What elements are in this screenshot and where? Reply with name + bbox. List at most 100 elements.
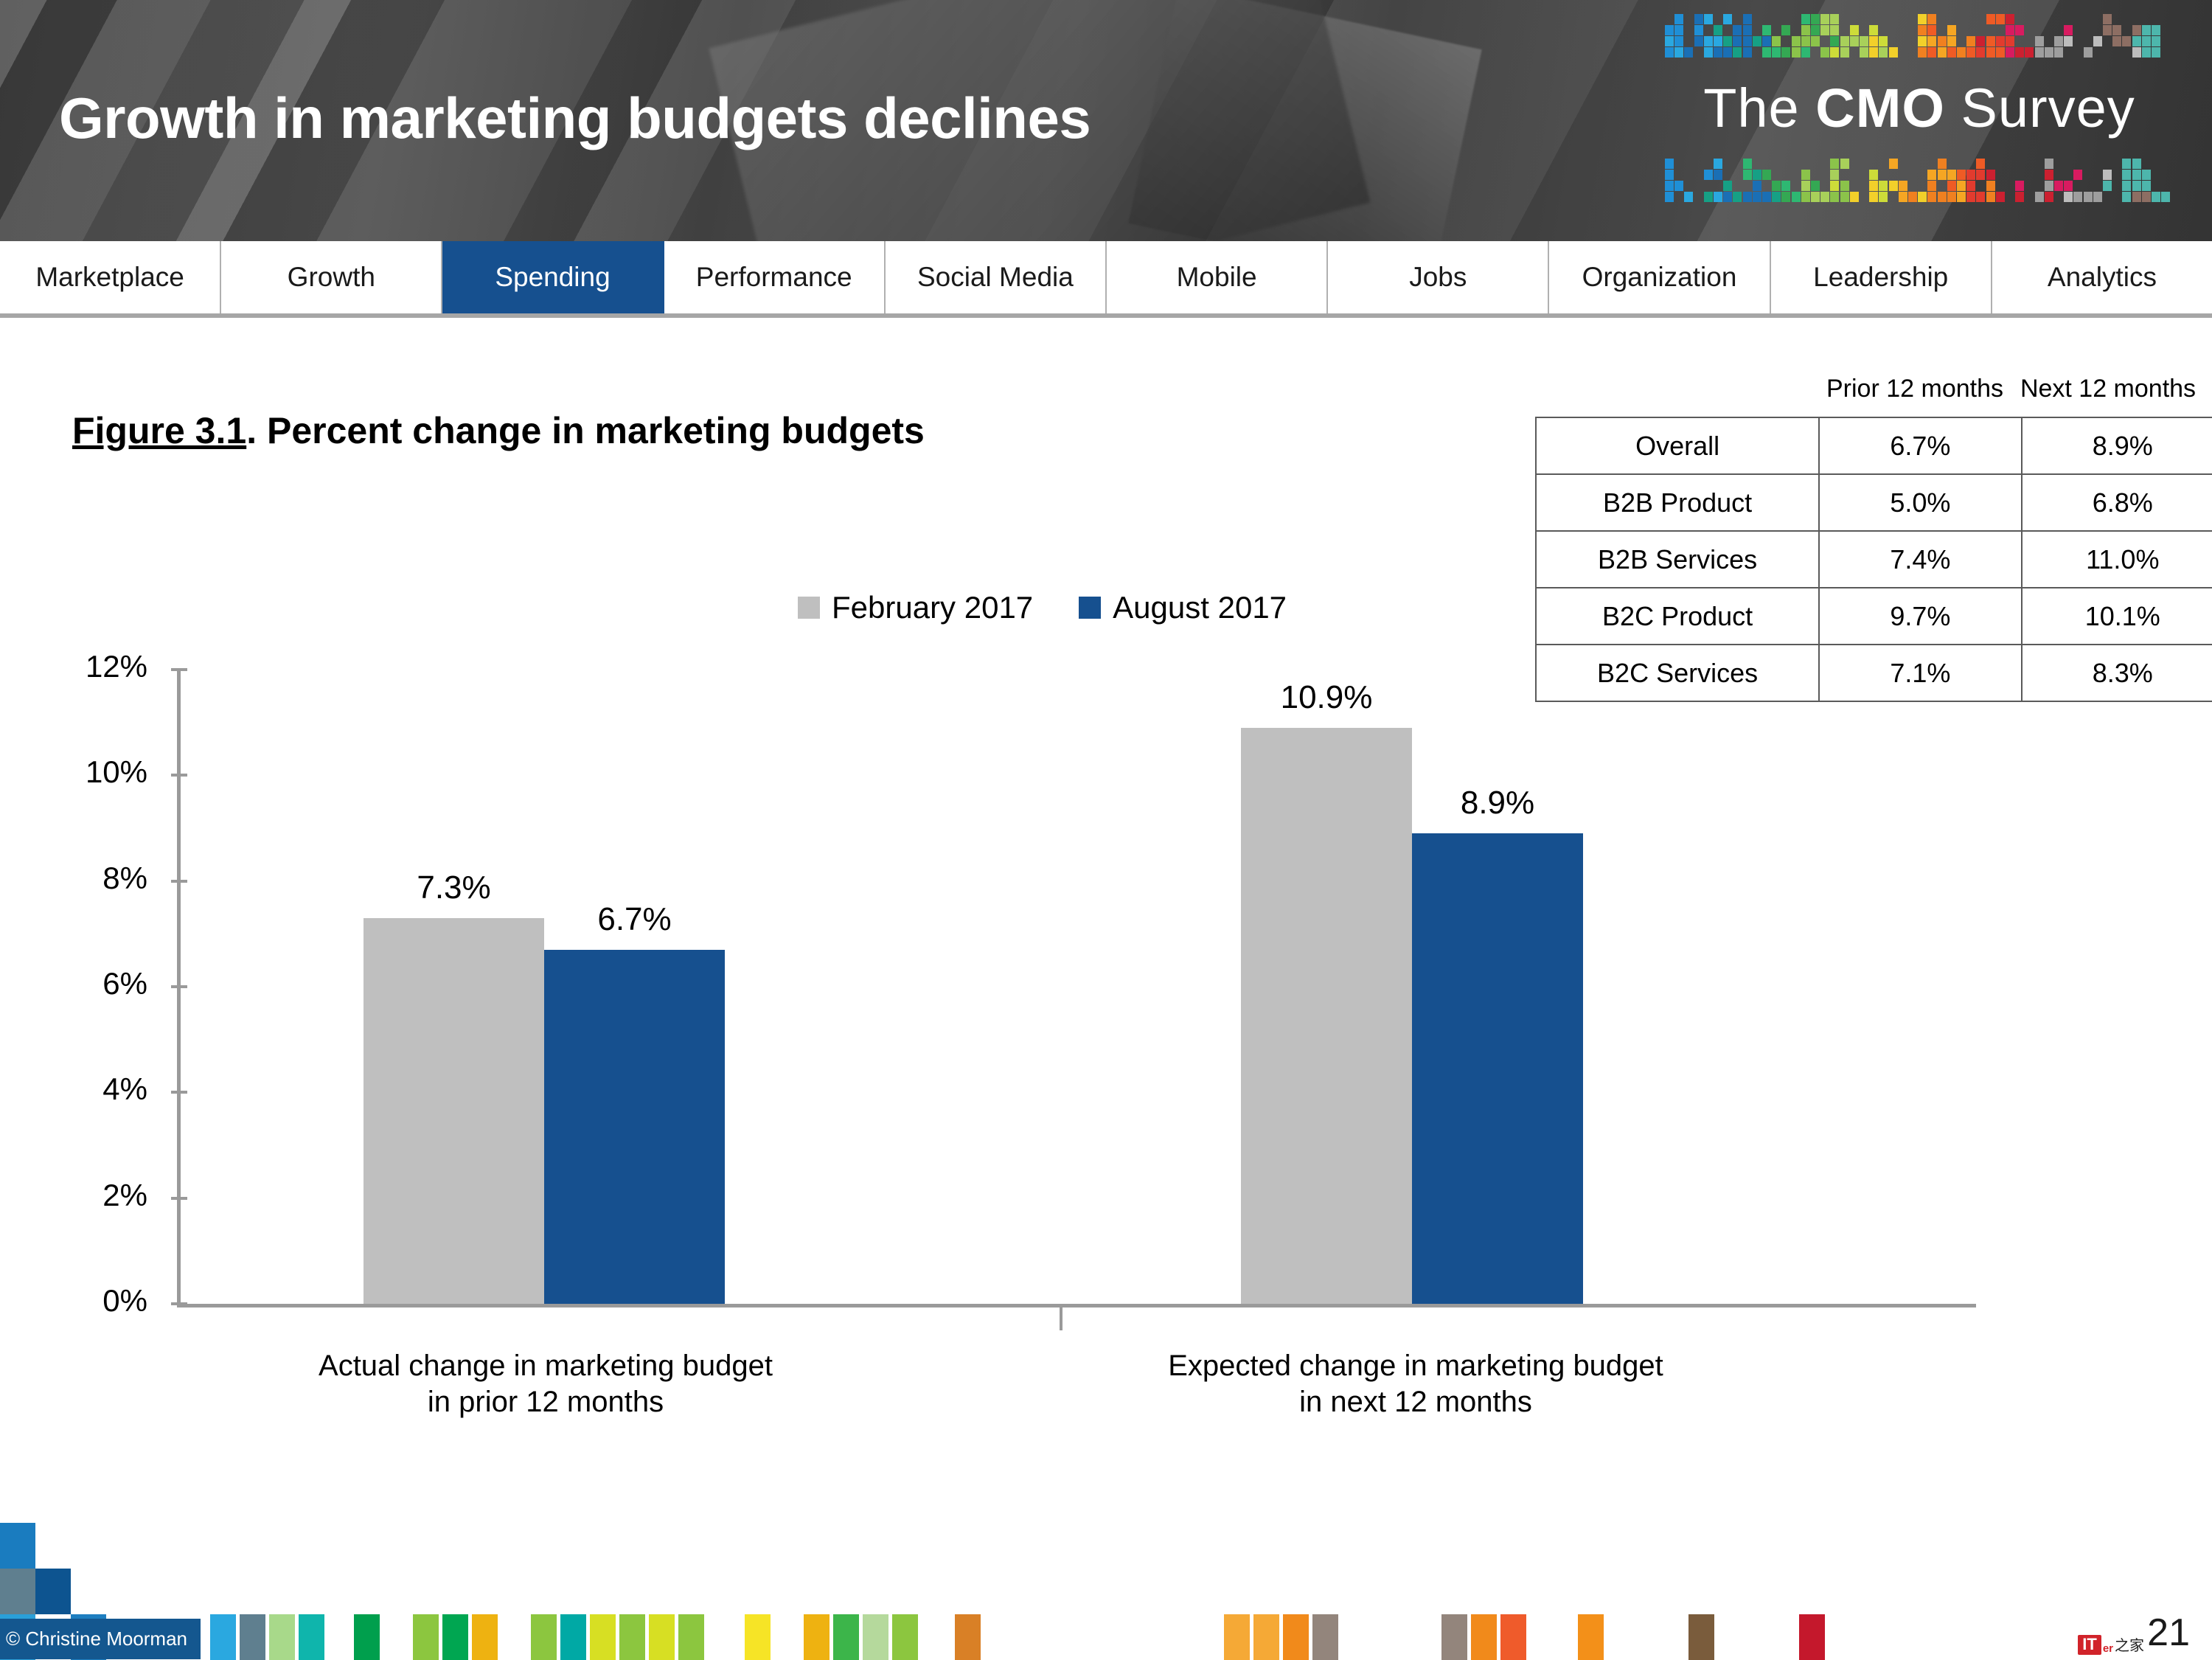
footer-square bbox=[678, 1614, 704, 1660]
y-axis-tick bbox=[171, 1196, 187, 1200]
logo-pixel bbox=[1665, 36, 1674, 46]
logo-pixel bbox=[2132, 47, 2141, 58]
logo-pixel bbox=[1723, 181, 1733, 191]
tab-performance[interactable]: Performance bbox=[664, 241, 886, 313]
logo-pixel bbox=[1830, 181, 1840, 191]
logo-pixel bbox=[1684, 47, 1694, 58]
logo-pixel bbox=[1723, 36, 1733, 46]
logo-pixel bbox=[1665, 47, 1674, 58]
logo-pixel bbox=[1986, 14, 1995, 24]
logo-pixel bbox=[1733, 25, 1742, 35]
logo-pixel bbox=[1869, 192, 1879, 202]
logo-pixel bbox=[1703, 170, 1713, 180]
y-axis-tick-label: 2% bbox=[102, 1177, 147, 1212]
y-axis-tick-label: 10% bbox=[85, 754, 147, 790]
figure-title: Figure 3.1. Percent change in marketing … bbox=[72, 409, 925, 452]
watermark-it-icon: IT bbox=[2078, 1635, 2101, 1655]
logo-pixel bbox=[1840, 159, 1849, 169]
logo-pixel bbox=[1674, 181, 1684, 191]
section-tab-bar[interactable]: Marketplace Growth Spending Performance Soci… bbox=[0, 241, 2212, 318]
logo-pixel bbox=[1888, 47, 1898, 58]
logo-pixel bbox=[2006, 14, 2014, 24]
logo-pixel bbox=[1879, 192, 1888, 202]
logo-pixel bbox=[2006, 47, 2014, 58]
y-axis-tick bbox=[171, 668, 187, 671]
logo-pixel bbox=[2044, 159, 2053, 169]
logo-pixel bbox=[1742, 170, 1752, 180]
tab-organization[interactable]: Organization bbox=[1549, 241, 1771, 313]
row-next-value: 8.3% bbox=[2020, 644, 2212, 702]
footer-square bbox=[299, 1614, 324, 1660]
footer-square bbox=[531, 1614, 557, 1660]
footer-square bbox=[269, 1614, 295, 1660]
logo-pixel bbox=[1937, 159, 1947, 169]
tab-social-media[interactable]: Social Media bbox=[885, 241, 1107, 313]
logo-pixel bbox=[2152, 47, 2160, 58]
logo-pixel bbox=[1665, 170, 1674, 180]
footer-square bbox=[1471, 1614, 1497, 1660]
table-row: B2C Services 7.1% 8.3% bbox=[1534, 644, 2212, 702]
cmo-survey-logo: The CMO Survey bbox=[1643, 6, 2196, 227]
logo-pixel bbox=[2103, 170, 2112, 180]
logo-pixel bbox=[1937, 36, 1947, 46]
slide-footer: © Christine Moorman IT er 之家 21 bbox=[0, 1523, 2212, 1660]
tab-label: Mobile bbox=[1176, 262, 1257, 292]
y-axis-tick-label: 8% bbox=[102, 860, 147, 895]
logo-pixel bbox=[2132, 159, 2141, 169]
logo-pixel bbox=[2083, 47, 2093, 58]
logo-pixel bbox=[1937, 192, 1947, 202]
footer-square bbox=[0, 1523, 35, 1569]
page-title: Growth in marketing budgets declines bbox=[59, 86, 1091, 150]
logo-pixel bbox=[1918, 192, 1927, 202]
tab-growth[interactable]: Growth bbox=[221, 241, 443, 313]
row-next-value: 11.0% bbox=[2020, 530, 2212, 588]
logo-pixel bbox=[1752, 170, 1761, 180]
logo-pixel bbox=[2152, 192, 2160, 202]
logo-pixel bbox=[1772, 47, 1781, 58]
logo-pixel bbox=[1752, 181, 1761, 191]
category-label-line: in prior 12 months bbox=[427, 1385, 664, 1418]
tab-mobile[interactable]: Mobile bbox=[1107, 241, 1329, 313]
y-axis-tick-label: 4% bbox=[102, 1072, 147, 1107]
logo-pixel bbox=[1869, 47, 1879, 58]
logo-pixel bbox=[2103, 181, 2112, 191]
y-axis-tick-label: 6% bbox=[102, 966, 147, 1001]
chart-legend: February 2017 August 2017 bbox=[798, 590, 1287, 625]
logo-pixel bbox=[2141, 192, 2151, 202]
slide-header: Growth in marketing budgets declines The… bbox=[0, 0, 2212, 241]
logo-pixel bbox=[1966, 170, 1976, 180]
logo-pixel bbox=[1714, 47, 1722, 58]
footer-square bbox=[892, 1614, 918, 1660]
footer-square bbox=[1224, 1614, 1250, 1660]
logo-pixel bbox=[1742, 159, 1752, 169]
logo-pixel bbox=[2141, 25, 2151, 35]
logo-pixel bbox=[1957, 181, 1966, 191]
logo-pixel bbox=[1694, 36, 1703, 46]
logo-pixel bbox=[1742, 14, 1752, 24]
row-prior-value: 6.7% bbox=[1818, 417, 2023, 475]
logo-pixel bbox=[2132, 181, 2141, 191]
logo-pixel bbox=[1947, 170, 1956, 180]
tab-spending[interactable]: Spending bbox=[442, 241, 664, 313]
logo-pixel bbox=[1684, 192, 1694, 202]
footer-square bbox=[745, 1614, 771, 1660]
tab-marketplace[interactable]: Marketplace bbox=[0, 241, 222, 313]
logo-pixel bbox=[1927, 14, 1937, 24]
logo-pixel bbox=[2006, 36, 2014, 46]
logo-pixel bbox=[1947, 181, 1956, 191]
legend-label: February 2017 bbox=[832, 590, 1034, 625]
footer-square bbox=[804, 1614, 830, 1660]
logo-pixel bbox=[1733, 36, 1742, 46]
logo-pixel bbox=[1830, 47, 1840, 58]
tab-analytics[interactable]: Analytics bbox=[1992, 241, 2212, 313]
logo-pixel bbox=[1918, 36, 1927, 46]
logo-pixel bbox=[1742, 192, 1752, 202]
logo-pixel bbox=[1830, 36, 1840, 46]
logo-pixel bbox=[1869, 181, 1879, 191]
logo-pixel bbox=[1927, 170, 1937, 180]
tab-jobs[interactable]: Jobs bbox=[1328, 241, 1550, 313]
tab-leadership[interactable]: Leadership bbox=[1770, 241, 1992, 313]
logo-pixel bbox=[1772, 36, 1781, 46]
logo-pixel bbox=[1869, 36, 1879, 46]
row-prior-value: 5.0% bbox=[1818, 473, 2023, 532]
